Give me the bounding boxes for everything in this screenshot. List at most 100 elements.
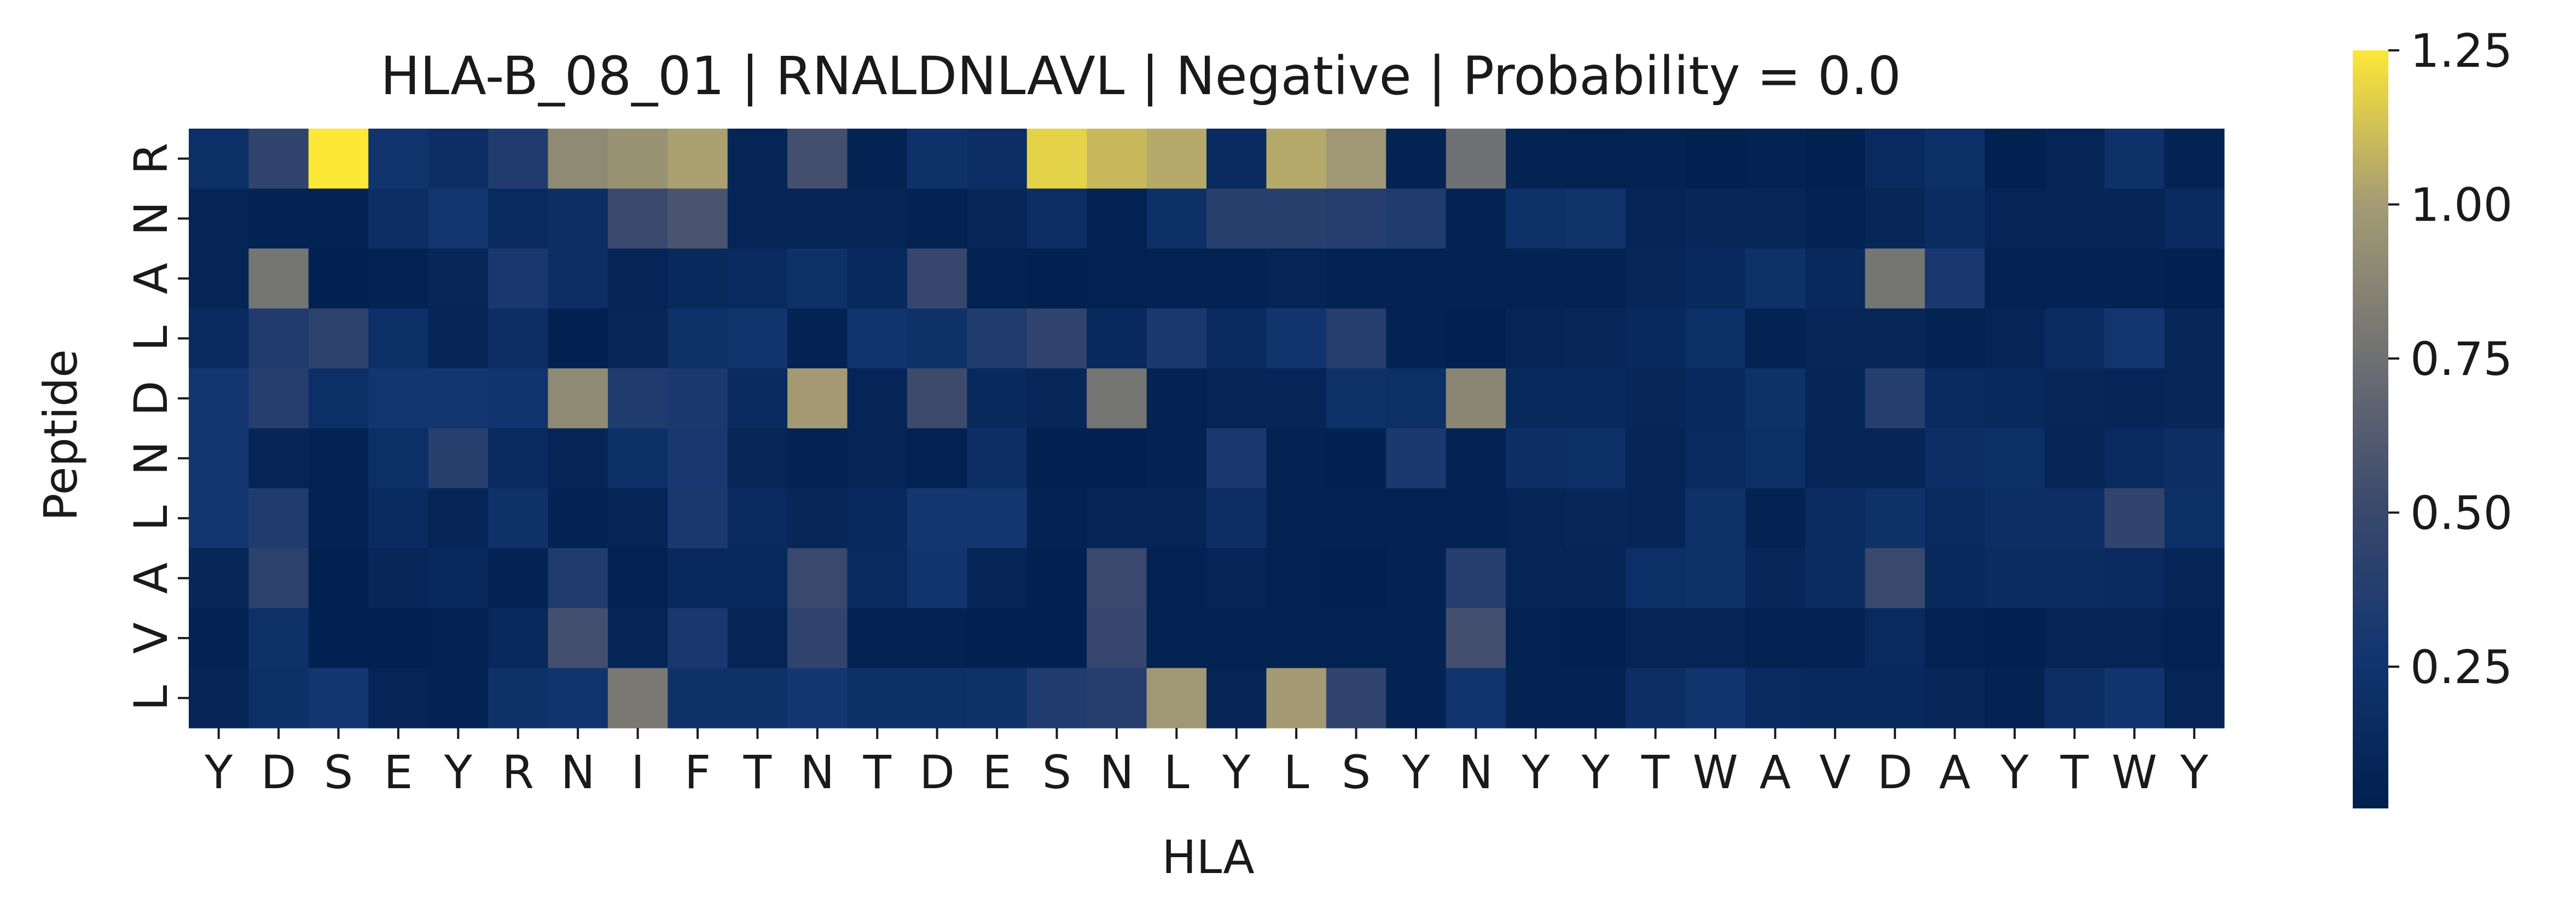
heatmap-cell [189,188,250,249]
heatmap-cell [1026,129,1087,189]
heatmap-cell [1146,188,1207,249]
heatmap-cell [1865,368,1925,429]
heatmap-cell [1087,188,1147,249]
heatmap-cell [1386,308,1447,369]
heatmap-cell [907,308,967,369]
heatmap-cell [727,248,788,309]
heatmap-cell [1745,668,1806,729]
x-tick-label: E [983,745,1012,799]
heatmap-cell [1146,608,1207,669]
heatmap-cell [1625,129,1686,189]
y-tick-label: N [124,441,178,476]
heatmap-cell [787,129,848,189]
heatmap-cell [847,668,908,729]
heatmap-cell [607,129,668,189]
heatmap-cell [1685,548,1746,609]
heatmap-cell [189,428,250,489]
heatmap-cell [1625,308,1686,369]
heatmap-cell [2104,428,2165,489]
heatmap-cell [1386,548,1447,609]
y-axis-label: Peptide [34,349,88,521]
x-tick-label: V [1819,745,1850,799]
heatmap-cell [787,668,848,729]
heatmap-cell [1506,248,1567,309]
heatmap-cell [308,668,369,729]
x-tick-label: T [1641,745,1670,799]
heatmap-cell [189,488,250,549]
heatmap-cell [1805,668,1866,729]
heatmap-cell [1386,188,1447,249]
heatmap-cell [1745,428,1806,489]
y-tick-label: D [124,380,178,416]
heatmap-cell [668,488,728,549]
x-tick-label: L [1284,745,1309,799]
heatmap-cell [1026,668,1087,729]
heatmap-cell [1326,428,1386,489]
heatmap-cell [1805,428,1866,489]
heatmap-cell [1206,188,1267,249]
heatmap-cell [548,668,608,729]
heatmap-cell [368,248,429,309]
heatmap-cell [1865,488,1925,549]
heatmap-cell [1446,188,1506,249]
heatmap-cell [428,548,489,609]
heatmap-cell [1565,608,1626,669]
heatmap-cell [2104,488,2165,549]
heatmap-cell [1924,608,1985,669]
heatmap-cell [1326,368,1386,429]
heatmap-cell [248,368,309,429]
heatmap-cell [488,188,549,249]
heatmap-cell [368,308,429,369]
heatmap-cell [1865,668,1925,729]
heatmap-cell [2164,428,2225,489]
heatmap-cell [1386,248,1447,309]
heatmap-cell [1985,548,2045,609]
heatmap-cell [308,368,369,429]
heatmap-cell [1805,129,1866,189]
heatmap-cell [1745,608,1806,669]
heatmap-cell [1565,248,1626,309]
heatmap-cell [548,308,608,369]
heatmap-cell [1625,368,1686,429]
heatmap-cell [727,129,788,189]
heatmap-cell [1446,608,1506,669]
heatmap-cell [1985,488,2045,549]
heatmap-cell [2164,368,2225,429]
x-tick-label: E [384,745,413,799]
heatmap-cell [1326,308,1386,369]
x-tick-label: S [1042,745,1071,799]
y-tick-label: A [124,563,178,594]
y-tick-label: L [124,685,178,711]
heatmap-cell [967,428,1028,489]
heatmap-cell [428,308,489,369]
heatmap-cell [668,188,728,249]
heatmap-cell [847,188,908,249]
x-tick-label: R [502,745,534,799]
x-tick-label: N [561,745,595,799]
heatmap-cell [1087,488,1147,549]
heatmap-cell [787,248,848,309]
colorbar-tick-label: 0.75 [2410,332,2513,386]
heatmap-cell [607,548,668,609]
heatmap-cell [308,188,369,249]
x-tick-label: Y [1521,745,1550,799]
heatmap-cell [967,548,1028,609]
heatmap-cell [607,248,668,309]
x-tick-label: Y [1401,745,1430,799]
heatmap-cell [847,308,908,369]
heatmap-cell [907,248,967,309]
x-tick-label: S [324,745,353,799]
heatmap-cell [368,188,429,249]
x-tick-label: Y [2180,745,2209,799]
heatmap-cell [1446,428,1506,489]
heatmap-cell [1146,548,1207,609]
heatmap-cell [607,188,668,249]
heatmap-cell [428,248,489,309]
heatmap-cell [2044,368,2105,429]
heatmap-cell [1865,248,1925,309]
heatmap-cell [1625,548,1686,609]
heatmap-cell [907,188,967,249]
heatmap-cell [1685,129,1746,189]
heatmap-cell [1805,308,1866,369]
